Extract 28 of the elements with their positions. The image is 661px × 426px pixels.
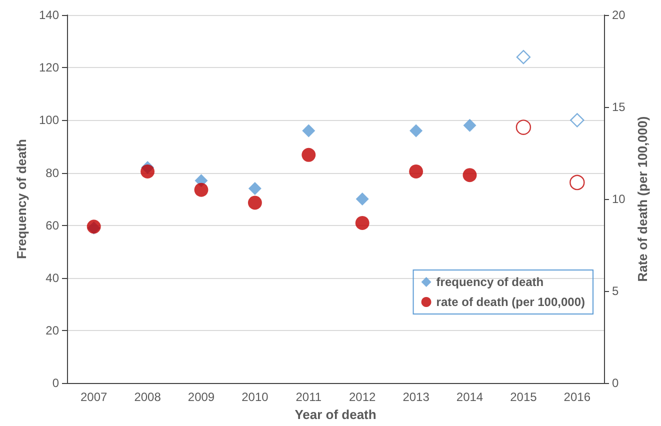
y-tick-label: 80 [46,166,60,180]
x-tick-label: 2013 [402,390,430,404]
x-axis-title: Year of death [294,407,376,422]
y2-tick-label: 10 [612,192,626,206]
x-tick-label: 2014 [456,390,484,404]
y-tick-label: 40 [46,270,60,285]
x-tick-label: 2008 [134,390,162,404]
y2-tick-label: 0 [612,376,619,390]
y-tick-label: 60 [46,218,60,232]
y2-tick-label: 5 [612,284,619,298]
x-tick-label: 2009 [188,390,215,404]
y-tick-label: 120 [38,60,60,75]
y2-tick-label: 20 [612,8,626,22]
y-tick-label: 20 [46,324,60,338]
x-tick-label: 2007 [80,390,108,404]
y2-tick-label: 15 [612,100,626,114]
y-tick-label: 100 [38,113,60,128]
y-tick-label: 140 [38,8,60,22]
legend-label: rate of death (per 100,000) [436,295,586,309]
y-axis-title: Frequency of death [14,139,30,260]
legend-label: frequency of death [436,275,544,289]
x-tick-label: 2012 [349,390,376,404]
x-tick-label: 2011 [296,390,322,404]
y-tick-label: 0 [52,376,60,390]
x-tick-label: 2016 [564,390,591,404]
x-tick-label: 2015 [510,390,538,404]
x-tick-label: 2010 [242,390,269,404]
y2-axis-title: Rate of death (per 100,000) [635,116,650,282]
